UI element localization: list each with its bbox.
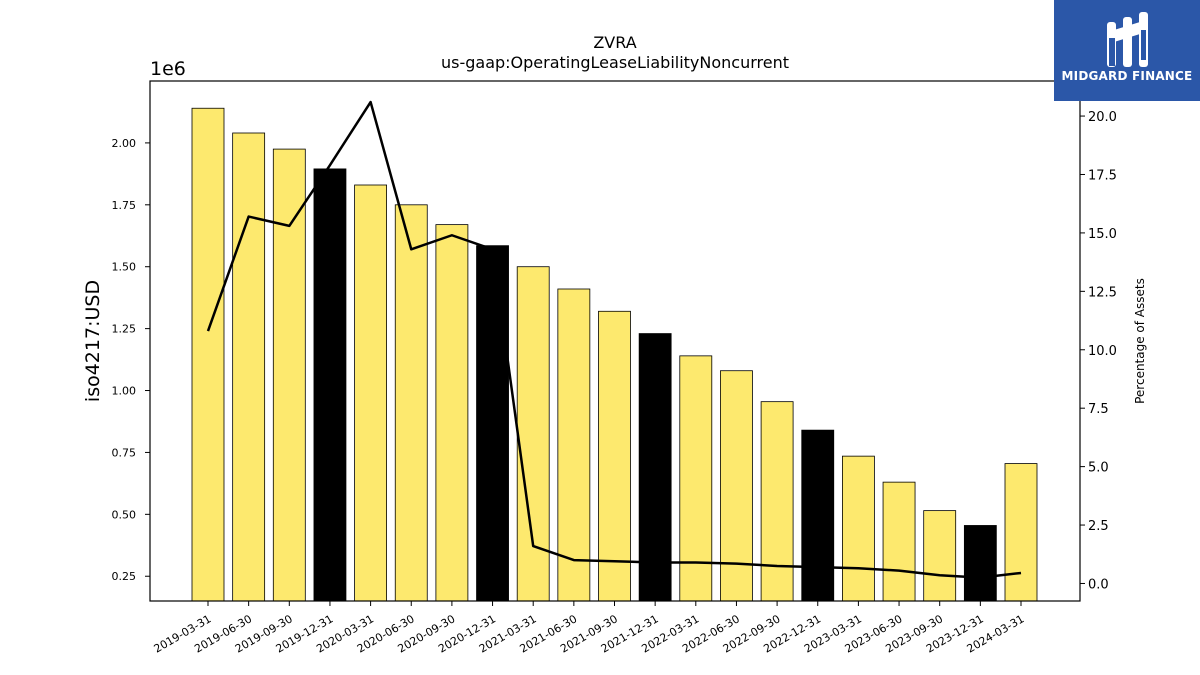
bar <box>191 107 225 602</box>
y-axis-label: iso4217:USD <box>82 280 104 402</box>
bar <box>760 401 794 602</box>
y2-tick-label: 0.0 <box>1088 577 1109 592</box>
percentage-line <box>206 100 1022 579</box>
bar <box>963 525 997 602</box>
bar <box>882 481 916 602</box>
brand-name: MIDGARD FINANCE <box>1061 69 1193 83</box>
bar <box>842 455 875 602</box>
y2-tick-label: 17.5 <box>1088 168 1117 183</box>
bar <box>679 355 713 602</box>
y2-tick-label: 10.0 <box>1088 344 1117 359</box>
bar <box>557 288 591 602</box>
bar <box>923 510 957 602</box>
brand-mark-icon <box>1107 12 1148 67</box>
y-tick-label: 0.25 <box>112 570 137 583</box>
midgard-finance-logo: MIDGARD FINANCE <box>1054 0 1200 101</box>
bar <box>354 184 388 602</box>
bar <box>232 132 266 602</box>
bar <box>598 310 631 602</box>
bar <box>272 148 306 602</box>
y2-tick-label: 2.5 <box>1088 519 1109 534</box>
bar <box>394 204 428 602</box>
y-axis-multiplier: 1e6 <box>150 58 186 80</box>
bar <box>638 333 672 602</box>
bar <box>435 224 469 602</box>
bar <box>720 370 753 602</box>
y-tick-label: 0.75 <box>112 446 137 459</box>
y-tick-label: 1.00 <box>112 385 137 398</box>
chart-title: ZVRA <box>593 33 636 52</box>
y-tick-label: 1.75 <box>112 199 137 212</box>
bar <box>1004 463 1038 602</box>
bar <box>801 429 835 602</box>
y2-tick-label: 20.0 <box>1088 110 1117 125</box>
y-tick-label: 0.50 <box>112 508 137 521</box>
chart-subtitle: us-gaap:OperatingLeaseLiabilityNoncurren… <box>441 53 789 72</box>
y2-tick-label: 15.0 <box>1088 227 1117 242</box>
bar <box>313 168 347 602</box>
y2-tick-label: 12.5 <box>1088 285 1117 300</box>
y2-tick-label: 5.0 <box>1088 461 1109 476</box>
bar <box>476 245 509 602</box>
y-tick-label: 2.00 <box>112 137 137 150</box>
y2-axis-label: Percentage of Assets <box>1133 278 1147 404</box>
y-tick-label: 1.25 <box>112 323 137 336</box>
y2-tick-label: 7.5 <box>1088 402 1109 417</box>
y-tick-label: 1.50 <box>112 261 137 274</box>
